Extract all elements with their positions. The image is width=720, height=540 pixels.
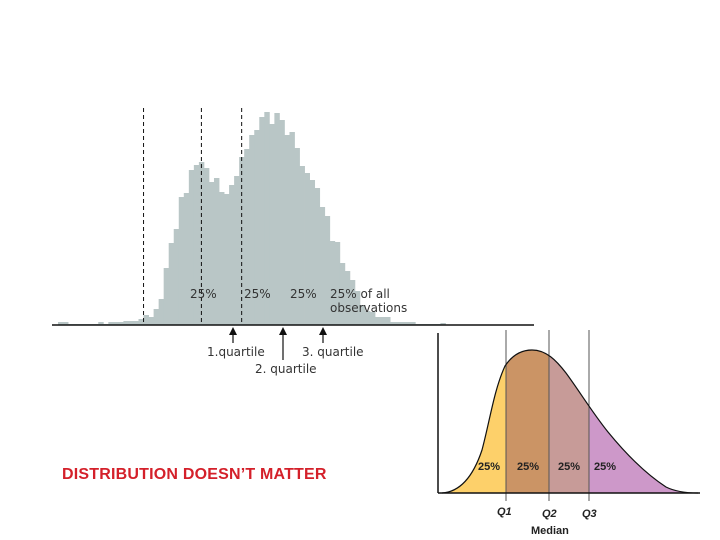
histogram-bar	[385, 317, 391, 325]
histogram-bar	[400, 322, 406, 325]
histogram-bar	[173, 229, 180, 325]
histogram-bar	[168, 243, 175, 325]
quartile-arrowhead-3	[319, 327, 327, 335]
histogram-bar	[113, 322, 119, 325]
region-label-4b: observations	[330, 301, 407, 315]
quartile-dividers	[143, 108, 243, 325]
histogram-bar	[133, 321, 139, 325]
quartile-label-3: 3. quartile	[302, 345, 364, 359]
histogram-bar	[395, 322, 401, 325]
histogram-bar	[234, 176, 240, 325]
curve-region-label-2: 25%	[517, 461, 539, 473]
distribution-curve	[441, 349, 699, 494]
histogram-bar	[380, 317, 386, 325]
region-label-2: 25%	[244, 287, 271, 301]
histogram-bar	[208, 182, 215, 325]
histogram-bar	[289, 132, 295, 325]
histogram-bar	[108, 322, 114, 325]
histogram-bar	[269, 124, 275, 325]
histogram-bar	[249, 135, 255, 325]
histogram-bar	[148, 317, 154, 325]
curve-region-label-1: 25%	[478, 461, 500, 473]
histogram-bar	[98, 322, 104, 325]
histogram-bar	[294, 148, 300, 325]
histogram-bar	[375, 317, 381, 325]
histogram-bar	[354, 291, 361, 325]
histogram-bar	[440, 323, 446, 325]
quartile-arrows	[229, 327, 327, 360]
region-label-1: 25%	[190, 287, 217, 301]
histogram-bar	[359, 305, 366, 325]
histogram-bar	[309, 180, 316, 325]
histogram-bar	[319, 207, 326, 325]
histogram-bar	[118, 322, 124, 325]
histogram-bar	[193, 165, 200, 325]
histogram-bar	[123, 321, 129, 325]
histogram-bar	[299, 166, 305, 325]
histogram-bar	[369, 312, 376, 325]
histogram-bar	[334, 242, 341, 325]
histogram-bar	[304, 173, 310, 325]
region-label-4: 25% of all	[330, 287, 390, 301]
histogram-bar	[329, 241, 336, 325]
curve-region-label-3: 25%	[558, 461, 580, 473]
histogram-bar	[254, 130, 260, 325]
histogram-bar	[63, 322, 69, 325]
curve-region-label-4: 25%	[594, 461, 616, 473]
histogram-bar	[138, 319, 144, 325]
histogram-bar	[143, 315, 149, 325]
histogram-bar	[349, 280, 356, 325]
histogram-bar	[410, 322, 416, 325]
histogram-bar	[324, 216, 331, 325]
histogram-bar	[188, 170, 195, 325]
histogram-bar	[203, 168, 210, 325]
q1-label: Q1	[497, 506, 512, 518]
quartile-label-1: 1.quartile	[207, 345, 265, 359]
histogram-bar	[284, 135, 290, 325]
histogram-bar	[405, 322, 411, 325]
histogram-bar	[58, 322, 64, 325]
region-q1-q2	[506, 350, 549, 493]
histogram-bar	[390, 322, 396, 325]
median-label: Median	[531, 525, 569, 537]
histogram-bar	[219, 192, 225, 325]
histogram-bar	[279, 120, 285, 325]
histogram-bar	[183, 193, 190, 325]
histogram-bar	[158, 299, 165, 325]
histogram-bars	[58, 112, 446, 325]
quartile-arrowhead-1	[229, 327, 237, 335]
quartile-label-2: 2. quartile	[255, 362, 317, 376]
histogram-bar	[244, 149, 250, 325]
region-label-3: 25%	[290, 287, 317, 301]
histogram-bar	[314, 188, 321, 325]
histogram-bar	[163, 268, 170, 325]
histogram-bar	[339, 263, 346, 325]
histogram-bar	[259, 117, 265, 325]
histogram-bar	[178, 197, 185, 325]
histogram-bar	[229, 185, 235, 325]
quartile-arrowhead-2	[279, 327, 287, 335]
slide-caption: DISTRIBUTION DOESN’T MATTER	[62, 466, 327, 483]
histogram-bar	[224, 194, 230, 325]
histogram-bar	[264, 112, 270, 325]
histogram-bar	[153, 309, 160, 325]
histogram-bar	[364, 311, 371, 325]
q3-label: Q3	[582, 508, 597, 520]
histogram-bar	[274, 113, 280, 325]
q2-label: Q2	[542, 508, 557, 520]
histogram-bar	[213, 178, 220, 325]
histogram-bar	[128, 321, 134, 325]
histogram-bar	[344, 271, 351, 325]
